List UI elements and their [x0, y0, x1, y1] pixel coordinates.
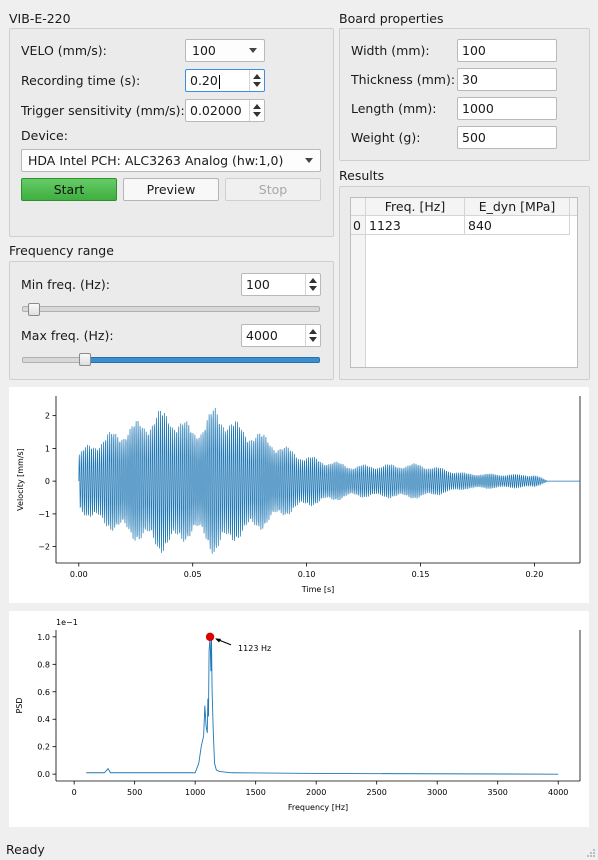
y-scale-label: 1e−1 — [56, 618, 78, 627]
spin-arrows-icon[interactable] — [305, 274, 320, 295]
device-group — [9, 28, 334, 237]
psd-chart-svg: 0 500 1000 1500 2000 2500 3000 3500 4000 0.0 0.2 0.… — [15, 618, 581, 812]
y-tick-label: −2 — [38, 543, 50, 552]
y-tick-label: 0 — [45, 477, 50, 486]
chevron-down-icon — [305, 158, 313, 163]
column-header-edyn[interactable]: E_dyn [MPa] — [465, 198, 570, 216]
results-title: Results — [339, 168, 385, 183]
x-tick-label: 0.20 — [526, 570, 544, 579]
chevron-down-icon — [249, 48, 257, 53]
device-group-title: VIB-E-220 — [9, 11, 71, 26]
velo-value: 100 — [192, 43, 216, 58]
width-label: Width (mm): — [351, 43, 430, 58]
min-freq-slider-track[interactable] — [22, 306, 320, 312]
spin-arrows-icon[interactable] — [249, 70, 264, 91]
psd-series-line — [86, 636, 559, 775]
velo-combobox[interactable]: 100 — [185, 39, 265, 62]
recording-time-label: Recording time (s): — [21, 73, 141, 88]
width-input[interactable]: 100 — [457, 39, 557, 62]
status-bar-text: Ready — [6, 842, 45, 857]
max-freq-slider-handle[interactable] — [78, 353, 91, 366]
peak-annotation: 1123 Hz — [238, 644, 271, 653]
psd-plot: 0 500 1000 1500 2000 2500 3000 3500 4000 0.0 0.2 0.… — [9, 611, 589, 827]
x-tick-label: 0.10 — [298, 570, 316, 579]
x-tick-label: 3000 — [427, 788, 447, 797]
cell-edyn[interactable]: 840 — [465, 216, 570, 235]
results-table[interactable]: Freq. [Hz] E_dyn [MPa] 0 1123 840 — [350, 197, 578, 368]
y-tick-label: 2 — [45, 412, 50, 421]
length-input[interactable]: 1000 — [457, 97, 557, 120]
trigger-sensitivity-spinbox[interactable]: 0.02000 — [185, 99, 265, 122]
thickness-label: Thickness (mm): — [351, 72, 456, 87]
x-tick-label: 0 — [72, 788, 77, 797]
column-header-freq[interactable]: Freq. [Hz] — [366, 198, 465, 216]
min-freq-slider-handle[interactable] — [27, 303, 40, 316]
y-tick-label: 1.0 — [37, 633, 50, 642]
x-tick-label: 0.00 — [70, 570, 88, 579]
y-tick-label: 0.0 — [37, 770, 50, 779]
y-tick-label: 0.4 — [37, 715, 50, 724]
velocity-plot: 0.00 0.05 0.10 0.15 0.20 −2 −1 0 1 2 Time [s] Veloc… — [9, 387, 589, 603]
min-freq-spinbox[interactable]: 100 — [241, 273, 321, 296]
spin-arrows-icon[interactable] — [305, 325, 320, 346]
resize-grip-icon[interactable] — [586, 848, 596, 858]
thickness-input[interactable]: 30 — [457, 68, 557, 91]
trigger-sensitivity-value: 0.02000 — [190, 103, 242, 118]
preview-button[interactable]: Preview — [123, 178, 219, 201]
table-corner — [351, 198, 366, 216]
header-filler — [570, 198, 577, 216]
weight-input[interactable]: 500 — [457, 126, 557, 149]
cell-freq[interactable]: 1123 — [366, 216, 465, 235]
frequency-range-title: Frequency range — [9, 243, 114, 258]
max-freq-label: Max freq. (Hz): — [21, 328, 114, 343]
x-tick-label: 3500 — [488, 788, 508, 797]
start-button[interactable]: Start — [21, 178, 117, 201]
row-index[interactable]: 0 — [351, 216, 366, 235]
x-axis-label: Time [s] — [301, 585, 335, 594]
min-freq-label: Min freq. (Hz): — [21, 277, 110, 292]
board-properties-title: Board properties — [339, 11, 444, 26]
recording-time-value: 0.20 — [190, 73, 218, 88]
x-tick-label: 500 — [127, 788, 142, 797]
x-tick-label: 0.05 — [184, 570, 202, 579]
x-tick-label: 4000 — [548, 788, 568, 797]
y-tick-label: 0.6 — [37, 688, 50, 697]
velo-label: VELO (mm/s): — [21, 43, 107, 58]
velocity-chart-svg: 0.00 0.05 0.10 0.15 0.20 −2 −1 0 1 2 Time [s] Veloc… — [16, 396, 581, 594]
x-tick-label: 2000 — [306, 788, 326, 797]
min-freq-value: 100 — [246, 277, 270, 292]
x-tick-label: 1000 — [185, 788, 205, 797]
y-tick-label: 1 — [45, 444, 50, 453]
recording-time-spinbox[interactable]: 0.20 — [185, 69, 265, 92]
max-freq-spinbox[interactable]: 4000 — [241, 324, 321, 347]
y-tick-label: 0.2 — [37, 743, 50, 752]
device-value: HDA Intel PCH: ALC3263 Analog (hw:1,0) — [28, 153, 284, 168]
x-axis-label: Frequency [Hz] — [288, 803, 348, 812]
peak-arrow-head — [215, 638, 222, 643]
device-label: Device: — [21, 128, 68, 143]
stop-button[interactable]: Stop — [225, 178, 321, 201]
trigger-sensitivity-label: Trigger sensitivity (mm/s): — [21, 103, 185, 118]
row-header-column — [351, 216, 366, 367]
weight-label: Weight (g): — [351, 130, 421, 145]
x-tick-label: 1500 — [245, 788, 265, 797]
x-tick-label: 2500 — [367, 788, 387, 797]
y-tick-label: −1 — [38, 510, 50, 519]
y-axis-label: Velocity [mm/s] — [16, 448, 25, 511]
max-freq-slider-fill — [84, 357, 320, 363]
device-combobox[interactable]: HDA Intel PCH: ALC3263 Analog (hw:1,0) — [21, 149, 321, 172]
x-tick-label: 0.15 — [412, 570, 430, 579]
peak-marker — [205, 632, 215, 642]
max-freq-value: 4000 — [246, 328, 278, 343]
text-caret — [218, 74, 220, 89]
spin-arrows-icon[interactable] — [249, 100, 264, 121]
velocity-series-line — [78, 407, 580, 554]
y-tick-label: 0.8 — [37, 660, 50, 669]
y-axis-label: PSD — [15, 697, 24, 713]
length-label: Length (mm): — [351, 101, 437, 116]
